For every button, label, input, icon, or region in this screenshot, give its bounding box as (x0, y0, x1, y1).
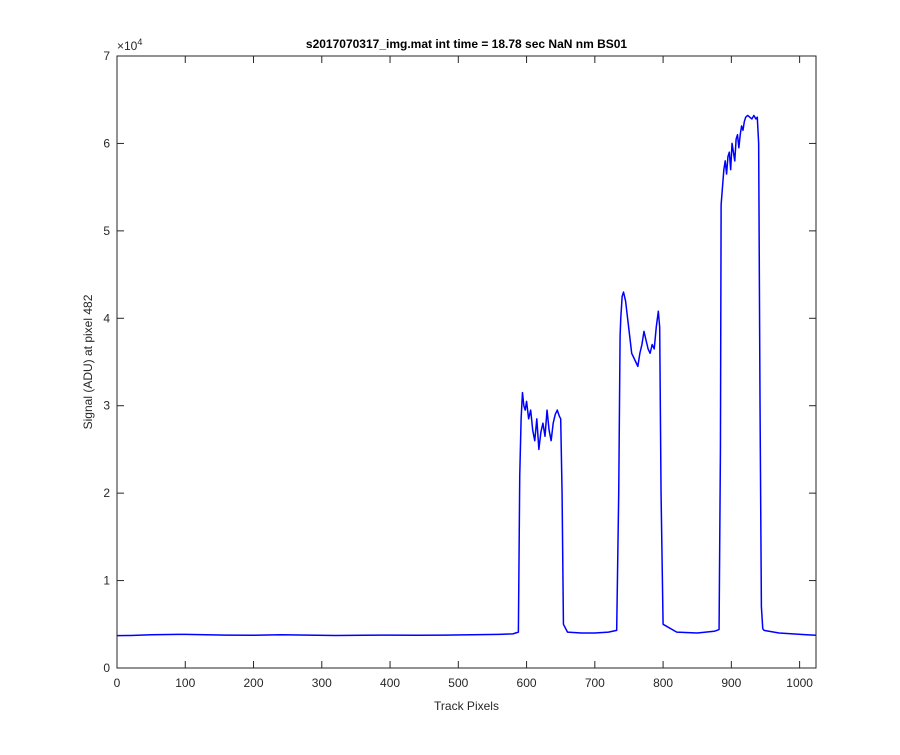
y-tick-label: 5 (103, 224, 110, 238)
x-axis-label: Track Pixels (434, 699, 499, 713)
y-axis-exponent-base: ×10 (117, 39, 138, 53)
y-tick-label: 4 (103, 311, 110, 325)
x-tick-label: 400 (380, 676, 400, 690)
y-tick-label: 0 (103, 661, 110, 675)
chart-title: s2017070317_img.mat int time = 18.78 sec… (306, 37, 628, 51)
y-tick-label: 7 (103, 49, 110, 63)
x-tick-label: 600 (517, 676, 537, 690)
x-tick-label: 500 (448, 676, 468, 690)
series-line-0 (116, 114, 817, 637)
x-tick-label: 200 (244, 676, 264, 690)
y-tick-label: 6 (103, 136, 110, 150)
x-tick-label: 1000 (786, 676, 813, 690)
y-tick-label: 3 (103, 399, 110, 413)
x-tick-label: 900 (721, 676, 741, 690)
x-tick-label: 300 (312, 676, 332, 690)
y-tick-label: 1 (103, 574, 110, 588)
x-tick-label: 0 (114, 676, 121, 690)
x-tick-label: 800 (653, 676, 673, 690)
plot-area-background (117, 56, 816, 668)
y-axis-exponent: ×104 (117, 37, 142, 53)
y-axis-exponent-power: 4 (137, 37, 142, 47)
x-tick-label: 100 (175, 676, 195, 690)
x-tick-label: 700 (585, 676, 605, 690)
plot-area-frame (116, 55, 817, 669)
y-tick-label: 2 (103, 486, 110, 500)
y-axis-label: Signal (ADU) at pixel 482 (81, 294, 95, 429)
